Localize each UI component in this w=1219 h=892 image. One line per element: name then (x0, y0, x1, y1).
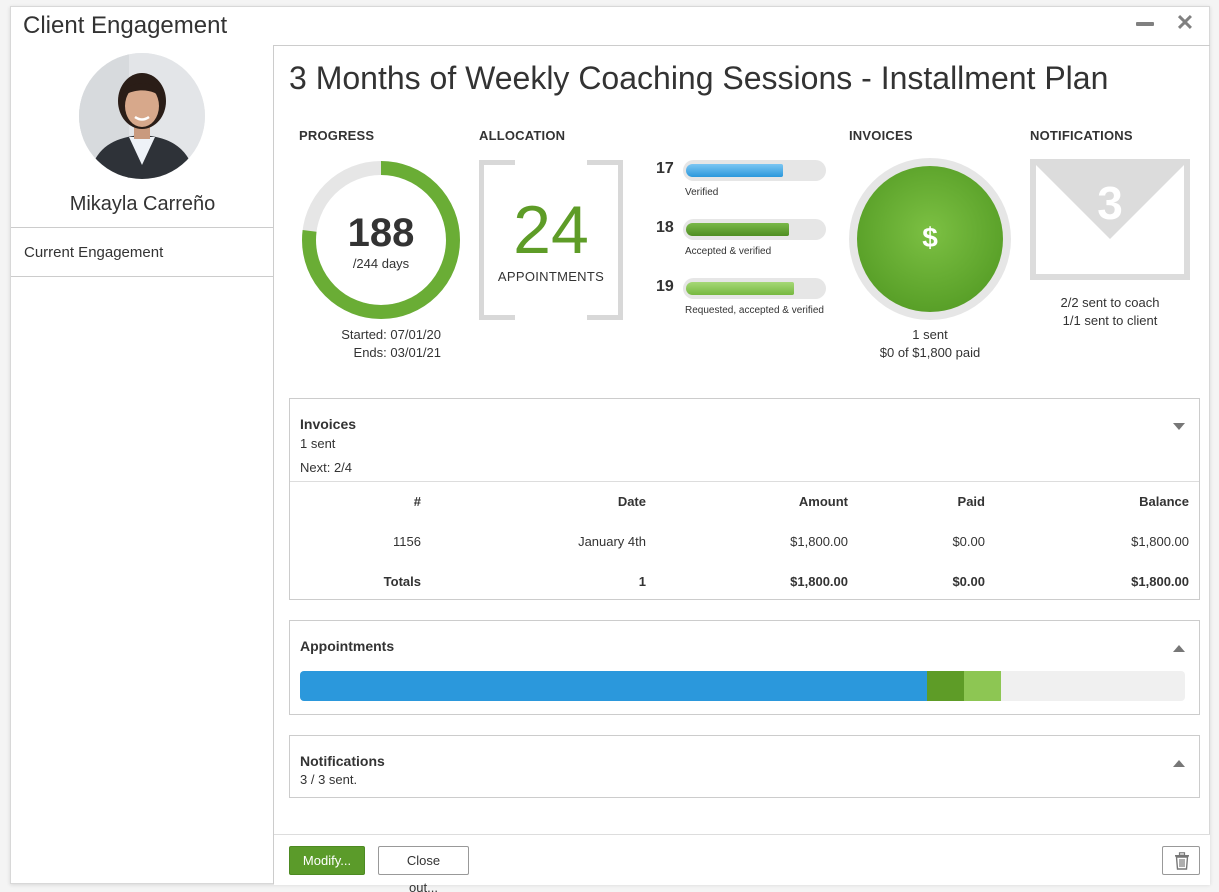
invoices-panel-sent: 1 sent (300, 436, 336, 451)
invoice-status-circle: $ (849, 158, 1011, 320)
allocation-count: 24 (513, 192, 589, 268)
bar-fill (686, 164, 784, 177)
progress-ring (302, 161, 460, 319)
profile-name: Mikayla Carreño (69, 193, 216, 215)
window-title: Client Engagement (23, 12, 228, 39)
progress-days-done: 188 (347, 211, 415, 255)
close-icon[interactable]: ✕ (1175, 10, 1195, 35)
invoice-paid: $0.00 (952, 534, 985, 549)
totals-label: Totals (383, 574, 421, 589)
sidebar-item-current-engagement[interactable]: Current Engagement (11, 228, 274, 277)
progress-dates: Started: 07/01/20 Ends: 03/01/21 (299, 326, 441, 362)
table-row[interactable]: 1156 January 4th $1,800.00 $0.00 $1,800.… (290, 522, 1199, 562)
appointments-panel: Appointments (289, 620, 1200, 715)
notifications-panel-title: Notifications (300, 753, 385, 769)
modify-button[interactable]: Modify... (289, 846, 365, 875)
invoice-status-fill: $ (857, 166, 1003, 312)
bar-fill (686, 282, 795, 295)
end-date: Ends: 03/01/21 (353, 345, 441, 360)
close-out-button[interactable]: Close out... (378, 846, 469, 892)
bar-caption: Requested, accepted & verified (685, 305, 824, 316)
invoices-paid: $0 of $1,800 paid (879, 345, 981, 360)
allocation-unit: APPOINTMENTS (497, 269, 605, 284)
page-title: 3 Months of Weekly Coaching Sessions - I… (289, 60, 1109, 96)
bar-track (683, 160, 826, 181)
minimize-icon[interactable] (1133, 11, 1157, 35)
appointments-panel-title: Appointments (300, 638, 395, 654)
column-header: Balance (1139, 494, 1189, 509)
invoices-panel-title: Invoices (300, 416, 357, 432)
notifications-panel: Notifications 3 / 3 sent. (289, 735, 1200, 798)
chevron-down-icon[interactable] (1173, 423, 1185, 430)
totals-balance: $1,800.00 (1131, 574, 1189, 589)
allocation-bracket-left (479, 160, 515, 320)
client-profile: Mikayla Carreño (11, 45, 274, 228)
avatar (79, 53, 205, 179)
invoices-sent: 1 sent (912, 327, 948, 342)
notifications-panel-sent: 3 / 3 sent. (300, 772, 358, 787)
invoice-balance: $1,800.00 (1131, 534, 1189, 549)
bar-caption: Accepted & verified (685, 246, 772, 257)
appointments-segment (300, 671, 927, 701)
table-header: # Date Amount Paid Balance (290, 482, 1199, 522)
invoices-label: INVOICES (849, 128, 913, 143)
bar-count: 18 (656, 219, 674, 236)
bar-count: 17 (656, 160, 674, 177)
allocation-label: ALLOCATION (479, 128, 566, 143)
dollar-icon: $ (922, 222, 938, 253)
notifications-label: NOTIFICATIONS (1030, 128, 1133, 143)
notification-count: 3 (1097, 177, 1123, 229)
progress-label: PROGRESS (299, 128, 375, 143)
appointments-segment (926, 671, 964, 701)
sidebar: Mikayla Carreño Current Engagement (11, 45, 274, 885)
totals-count: 1 (638, 574, 646, 589)
footer-toolbar: Modify... Close out... (274, 834, 1210, 892)
appointments-progress-bar (300, 671, 1185, 701)
invoice-amount: $1,800.00 (790, 534, 848, 549)
avatar-photo (79, 53, 205, 179)
invoice-summary: 1 sent $0 of $1,800 paid (849, 326, 1011, 362)
notification-summary: 2/2 sent to coach 1/1 sent to client (1030, 294, 1190, 330)
table-totals-row: Totals 1 $1,800.00 $0.00 $1,800.00 (290, 562, 1199, 602)
envelope-icon: 3 (1030, 159, 1190, 280)
totals-amount: $1,800.00 (790, 574, 848, 589)
invoice-number: 1156 (393, 534, 421, 549)
column-header: Date (617, 494, 646, 509)
chevron-up-icon[interactable] (1173, 645, 1185, 652)
totals-paid: $0.00 (952, 574, 985, 589)
start-date: Started: 07/01/20 (341, 327, 441, 342)
invoices-panel-next: Next: 2/4 (300, 460, 353, 475)
chevron-up-icon[interactable] (1173, 760, 1185, 767)
column-header: Amount (798, 494, 848, 509)
appointments-segment (963, 671, 1001, 701)
bar-caption: Verified (685, 187, 719, 198)
invoice-date: January 4th (578, 534, 646, 549)
invoice-table: # Date Amount Paid Balance 1156 January … (290, 481, 1199, 602)
invoices-panel: Invoices 1 sent Next: 2/4 # Date Amount … (289, 398, 1200, 600)
bar-track (683, 219, 826, 240)
bar-count: 19 (656, 278, 674, 295)
column-header: Paid (957, 494, 985, 509)
allocation-bracket-right (587, 160, 623, 320)
column-header: # (413, 494, 421, 509)
trash-icon (1175, 852, 1189, 870)
delete-button[interactable] (1162, 846, 1200, 875)
bar-fill (686, 223, 789, 236)
client-engagement-window: Client Engagement ✕ Mikayla Carreño Curr (10, 6, 1210, 892)
notifications-coach: 2/2 sent to coach (1060, 295, 1160, 310)
notifications-client: 1/1 sent to client (1062, 313, 1158, 328)
progress-days-total: /244 days (352, 256, 410, 271)
main-content: 3 Months of Weekly Coaching Sessions - I… (273, 45, 1210, 892)
bar-track (683, 278, 826, 299)
